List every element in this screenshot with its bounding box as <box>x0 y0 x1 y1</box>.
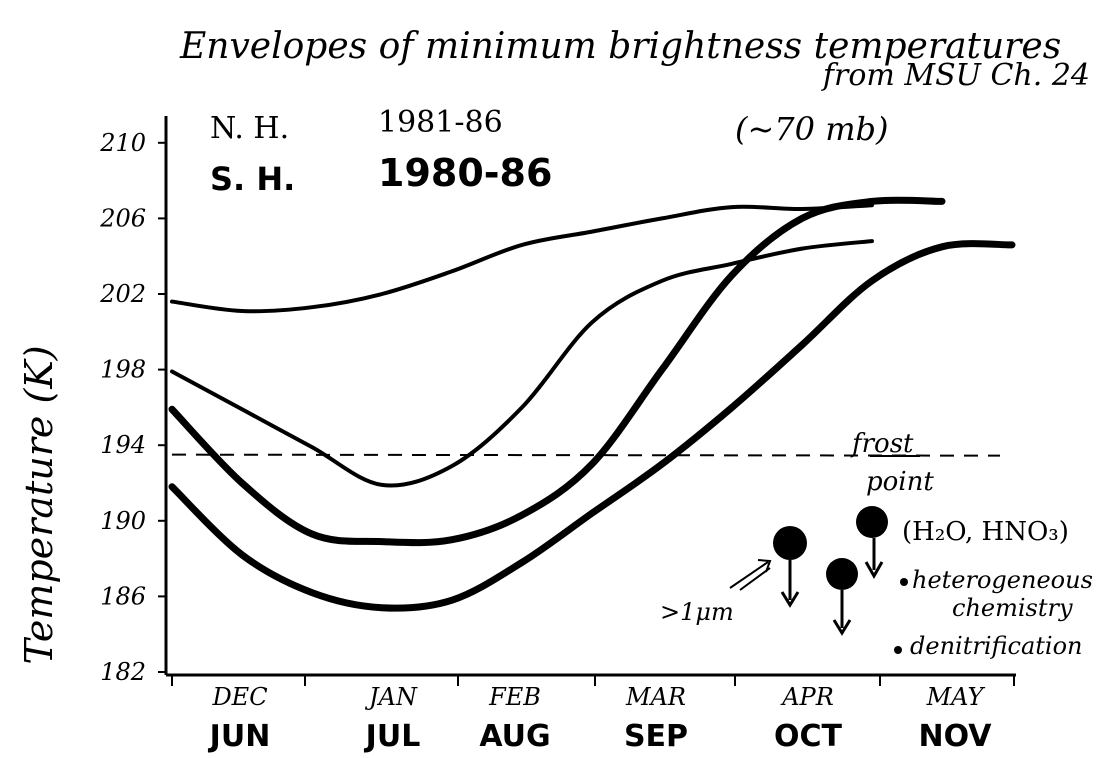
legend-nh-years: 1981-86 <box>378 105 503 140</box>
particle-2 <box>826 558 858 590</box>
x-tick-label-sh: JUL <box>364 719 421 754</box>
annotation-hetero: heterogeneous <box>912 566 1093 594</box>
series-line-nh-0 <box>170 203 874 314</box>
annotation-denitrification: denitrification <box>910 632 1082 660</box>
y-tick-label: 198 <box>100 356 146 384</box>
x-tick-label-nh: FEB <box>488 683 541 711</box>
y-tick-label: 182 <box>100 658 146 686</box>
series-line-sh-3 <box>168 240 1016 612</box>
x-tick-label-sh: SEP <box>624 719 688 754</box>
chart-title: Envelopes of minimum brightness temperat… <box>179 26 1061 67</box>
x-ticks: DEC JAN FEB MAR APR MAY JUN JUL AUG SEP OCT NOV <box>171 675 1015 754</box>
bullet-2 <box>894 646 902 654</box>
x-tick-label-nh: JAN <box>364 683 418 711</box>
x-tick-label-sh: AUG <box>479 719 550 754</box>
frost-label-2: point <box>866 467 934 497</box>
chart-subtitle-2: (~70 mb) <box>735 110 889 148</box>
x-tick-label-nh: APR <box>780 683 834 711</box>
y-axis-label: Temperature (K) <box>17 345 61 664</box>
y-tick-label: 186 <box>100 582 146 610</box>
legend-sh-years: 1980-86 <box>378 151 552 195</box>
y-tick-label: 190 <box>100 507 146 535</box>
chart-subtitle-1: from MSU Ch. 24 <box>821 58 1090 93</box>
y-tick-label: 202 <box>99 280 146 308</box>
y-ticks: 210 206 202 198 194 190 186 182 <box>99 129 166 686</box>
frost-point-line <box>171 453 1001 457</box>
y-tick-label: 206 <box>99 204 146 232</box>
annotation-chemistry: chemistry <box>952 594 1073 622</box>
series-line-sh-2 <box>168 196 946 547</box>
legend-nh-label: N. H. <box>210 111 289 146</box>
size-label: >1μm <box>660 598 734 626</box>
y-tick-label: 194 <box>100 431 146 459</box>
x-tick-label-nh: MAR <box>625 683 686 711</box>
particles-group <box>729 506 888 636</box>
x-tick-label-sh: JUN <box>208 719 271 754</box>
x-tick-label-nh: DEC <box>211 683 267 711</box>
particle-3 <box>856 506 888 538</box>
frost-label-1: frost <box>850 429 914 459</box>
series-group <box>168 196 1016 612</box>
y-tick-label: 210 <box>99 129 146 157</box>
series-line-nh-1 <box>170 239 874 488</box>
x-tick-label-sh: NOV <box>918 719 992 754</box>
particle-1 <box>773 526 807 560</box>
x-tick-label-sh: OCT <box>774 719 843 754</box>
legend-sh-label: S. H. <box>210 160 295 198</box>
bullet-1 <box>900 578 908 586</box>
particles-label: (H₂O, HNO₃) <box>902 517 1069 547</box>
x-tick-label-nh: MAY <box>926 683 986 711</box>
